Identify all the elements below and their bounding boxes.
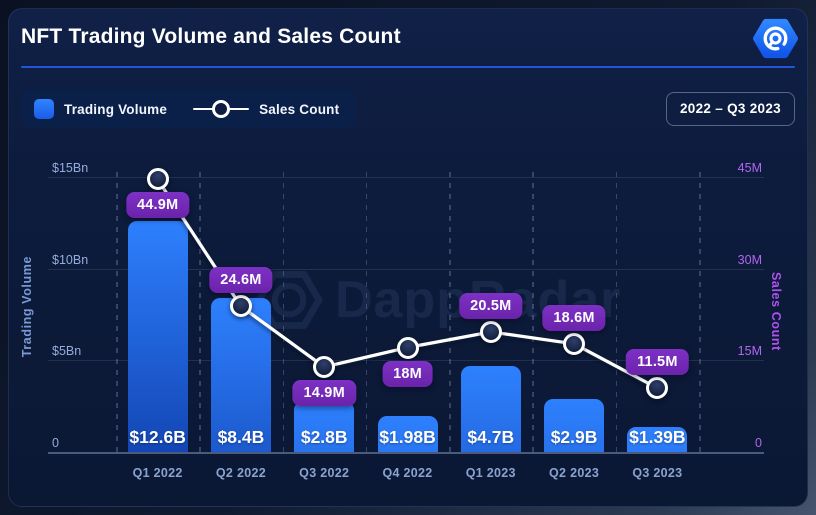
line-marker[interactable] <box>563 332 586 355</box>
legend-item-sales-count[interactable]: Sales Count <box>193 100 340 118</box>
dappradar-logo-icon <box>752 15 799 62</box>
trading-volume-swatch-icon <box>34 99 54 119</box>
sales-value-badge: 24.6M <box>209 267 273 294</box>
sales-value-badge: 11.5M <box>626 349 689 376</box>
right-axis-title: Sales Count <box>769 272 783 351</box>
bar-q2-2023[interactable] <box>544 398 605 452</box>
left-axis-tick: $10Bn <box>52 252 89 267</box>
sales-value-badge: 14.9M <box>292 379 356 406</box>
sales-value-badge: 20.5M <box>459 292 523 319</box>
right-axis-tick: 30M <box>737 252 762 267</box>
left-axis-tick: $5Bn <box>52 344 82 359</box>
bar-value-label: $1.39B <box>629 427 686 447</box>
left-axis-tick: $15Bn <box>52 161 89 175</box>
sales-value-badge: 44.9M <box>125 192 190 219</box>
x-axis-label: Q2 2022 <box>215 466 266 480</box>
line-marker[interactable] <box>396 336 419 359</box>
bar-value-label: $2.9B <box>550 427 598 447</box>
x-axis-label: Q1 2022 <box>132 466 183 480</box>
bar-q3-2022[interactable] <box>294 400 355 452</box>
vertical-gridline <box>699 172 701 452</box>
sales-value-badge: 18M <box>382 360 433 387</box>
horizontal-gridline <box>48 177 764 178</box>
vertical-gridline <box>199 172 201 452</box>
x-axis-label: Q3 2022 <box>299 466 350 480</box>
left-axis-title: Trading Volume <box>20 256 34 358</box>
vertical-gridline <box>365 172 368 452</box>
right-axis-tick: 45M <box>737 161 762 175</box>
vertical-gridline <box>449 172 451 452</box>
line-marker[interactable] <box>229 295 252 318</box>
line-marker[interactable] <box>479 320 502 343</box>
bar-q4-2022[interactable] <box>377 415 438 452</box>
bar-value-label: $2.8B <box>300 427 348 447</box>
page-title: NFT Trading Volume and Sales Count <box>21 25 401 48</box>
line-marker[interactable] <box>646 377 669 400</box>
right-axis-tick: 15M <box>737 344 762 359</box>
date-range-badge: 2022 – Q3 2023 <box>665 92 795 126</box>
chart-legend: Trading Volume Sales Count <box>21 90 357 128</box>
x-axis-label: Q2 2023 <box>549 466 600 480</box>
line-marker[interactable] <box>146 168 169 191</box>
bar-value-label: $8.4B <box>217 427 265 447</box>
sales-count-line-marker-icon <box>193 100 250 118</box>
bar-value-label: $1.98B <box>379 427 436 447</box>
header-divider <box>21 66 795 68</box>
bar-q1-2022[interactable] <box>127 221 188 452</box>
bar-value-label: $4.7B <box>467 427 515 447</box>
sales-value-badge: 18.6M <box>542 304 606 331</box>
legend-label: Sales Count <box>259 101 340 117</box>
x-axis-label: Q3 2023 <box>632 466 683 480</box>
right-axis-tick: 0 <box>755 436 762 450</box>
x-axis-label: Q1 2023 <box>465 466 516 480</box>
legend-label: Trading Volume <box>64 101 168 117</box>
left-axis-tick: 0 <box>52 436 59 450</box>
vertical-gridline <box>615 172 618 452</box>
legend-item-trading-volume[interactable]: Trading Volume <box>34 99 167 119</box>
horizontal-gridline <box>48 452 764 454</box>
vertical-gridline <box>116 172 118 452</box>
x-axis-label: Q4 2022 <box>382 466 433 480</box>
vertical-gridline <box>282 172 285 452</box>
vertical-gridline <box>532 172 534 452</box>
line-marker[interactable] <box>313 355 336 378</box>
bar-value-label: $12.6B <box>129 427 186 447</box>
bar-q3-2023[interactable] <box>627 426 688 452</box>
